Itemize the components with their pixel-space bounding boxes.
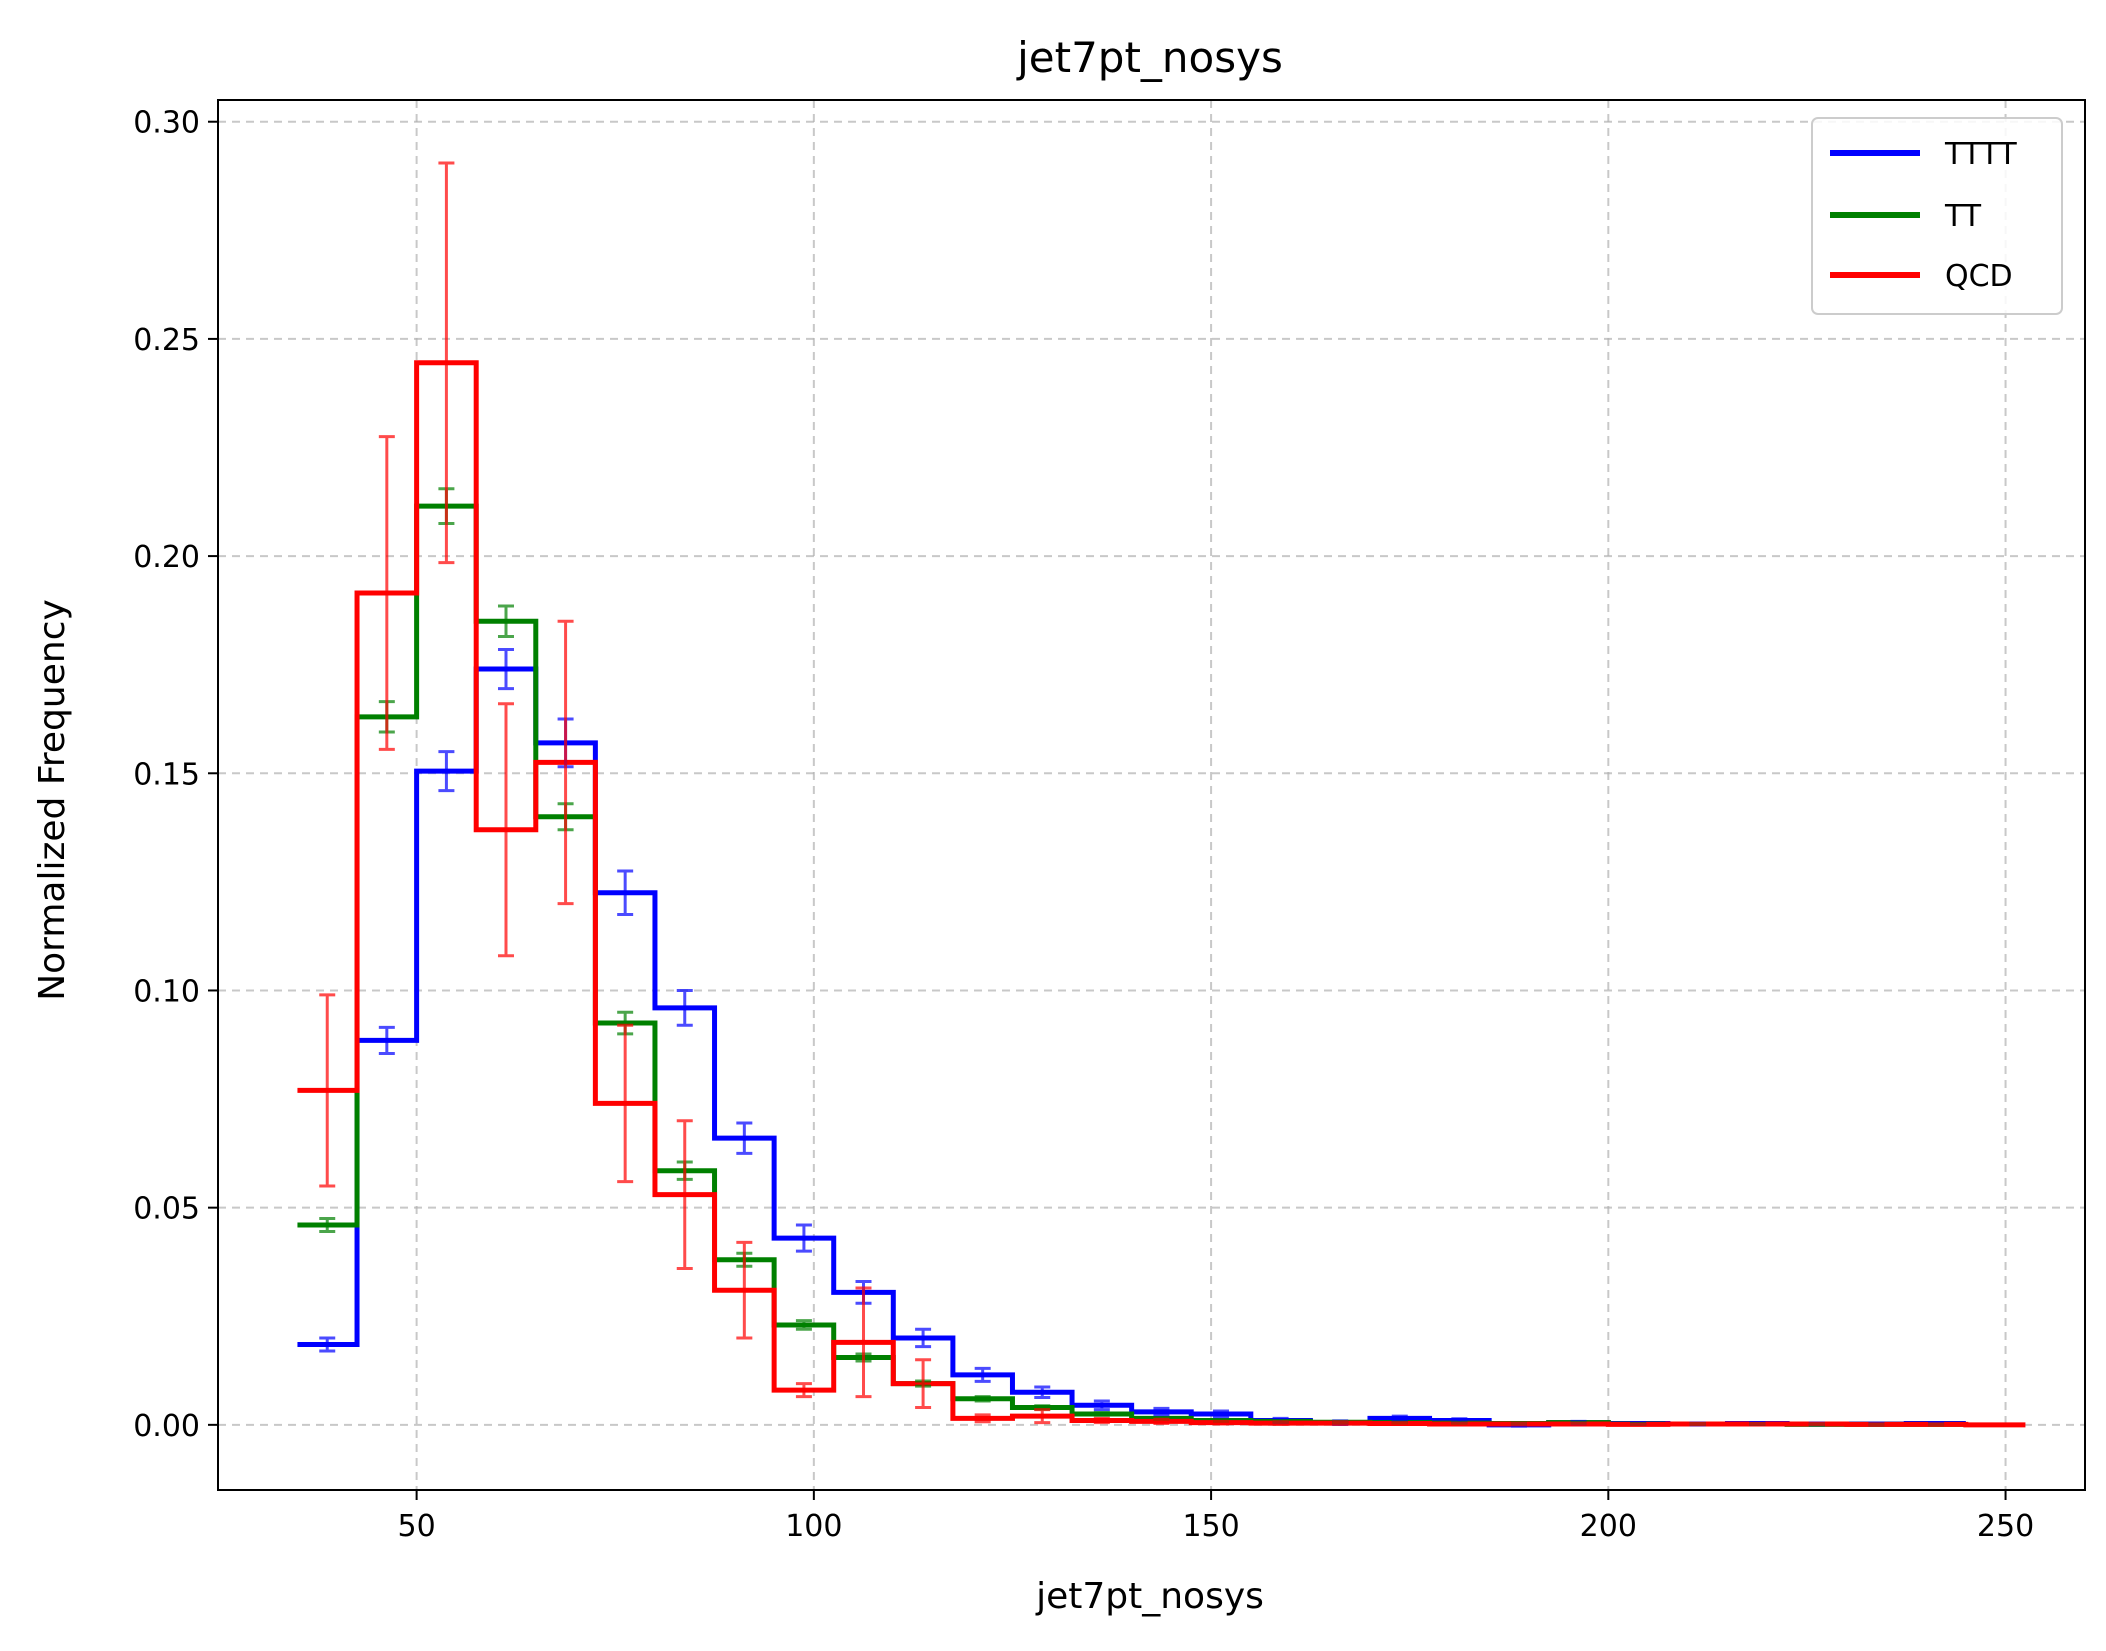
plot-frame bbox=[217, 99, 2086, 1491]
y-axis-title: Normalized Frequency bbox=[32, 599, 73, 1001]
error-bar-tt bbox=[795, 1319, 812, 1331]
error-bar-tttt bbox=[319, 1336, 336, 1353]
error-bar-qcd bbox=[319, 993, 336, 1188]
x-axis: 50 100 150 200 250 bbox=[398, 1490, 2034, 1544]
error-bars bbox=[319, 161, 2004, 1428]
y-tick-label: 0.20 bbox=[133, 540, 200, 575]
y-tick-label: 0.10 bbox=[133, 974, 200, 1009]
y-tick-label: 0.00 bbox=[133, 1409, 200, 1444]
error-bar-tt bbox=[1093, 1411, 1110, 1417]
error-bar-qcd bbox=[1868, 1422, 1885, 1427]
legend-box bbox=[1811, 117, 2063, 315]
error-bar-tttt bbox=[676, 988, 693, 1027]
error-bar-tt bbox=[974, 1395, 991, 1403]
error-bar-qcd bbox=[1451, 1421, 1468, 1427]
error-bar-tttt bbox=[1093, 1399, 1110, 1412]
error-bar-qcd bbox=[1749, 1422, 1766, 1426]
error-bar-qcd bbox=[497, 702, 514, 958]
error-bar-qcd bbox=[915, 1358, 932, 1409]
error-bar-qcd bbox=[676, 1119, 693, 1270]
x-tick-label: 100 bbox=[785, 1509, 842, 1544]
error-bar-qcd bbox=[1570, 1421, 1587, 1427]
x-tick-label: 250 bbox=[1977, 1509, 2034, 1544]
legend-label-tttt: TTTT bbox=[1944, 137, 2017, 172]
error-bar-qcd bbox=[974, 1413, 991, 1424]
error-bar-qcd bbox=[1689, 1422, 1706, 1426]
x-tick-label: 150 bbox=[1182, 1509, 1239, 1544]
error-bar-tttt bbox=[1213, 1409, 1230, 1419]
error-bar-qcd bbox=[1213, 1419, 1230, 1426]
error-bar-qcd bbox=[1093, 1416, 1110, 1425]
y-tick-label: 0.25 bbox=[133, 323, 200, 358]
error-bar-tttt bbox=[378, 1025, 395, 1055]
legend-label-qcd: QCD bbox=[1945, 259, 2013, 294]
error-bar-qcd bbox=[795, 1382, 812, 1399]
x-tick-label: 200 bbox=[1580, 1509, 1637, 1544]
y-tick-label: 0.05 bbox=[133, 1192, 200, 1227]
chart-title: jet7pt_nosys bbox=[1016, 33, 1283, 82]
error-bar-tt bbox=[497, 604, 514, 638]
error-bar-tttt bbox=[438, 750, 455, 793]
legend-entry-tt: TT bbox=[1830, 199, 1982, 234]
error-bar-qcd bbox=[1928, 1422, 1945, 1427]
legend-label-tt: TT bbox=[1944, 199, 1982, 234]
error-bar-qcd bbox=[1332, 1420, 1349, 1426]
error-bar-tttt bbox=[795, 1223, 812, 1253]
error-bar-tttt bbox=[1391, 1414, 1408, 1422]
error-bar-qcd bbox=[1153, 1417, 1170, 1426]
error-bar-qcd bbox=[438, 161, 455, 565]
error-bar-qcd bbox=[378, 435, 395, 751]
y-tick-label: 0.15 bbox=[133, 757, 200, 792]
error-bar-qcd bbox=[855, 1286, 872, 1399]
error-bar-qcd bbox=[736, 1240, 753, 1340]
y-tick-label: 0.30 bbox=[133, 106, 200, 141]
error-bar-tttt bbox=[497, 647, 514, 691]
error-bar-tttt bbox=[736, 1121, 753, 1155]
error-bar-tttt bbox=[1153, 1406, 1170, 1417]
error-bar-tt bbox=[319, 1217, 336, 1234]
legend: TTTT TT QCD bbox=[1811, 117, 2063, 315]
error-bar-qcd bbox=[617, 1023, 634, 1184]
error-bar-tttt bbox=[1034, 1385, 1051, 1399]
error-bar-qcd bbox=[1272, 1420, 1289, 1426]
error-bar-qcd bbox=[1630, 1422, 1647, 1427]
error-bar-qcd bbox=[1510, 1421, 1527, 1427]
error-bar-qcd bbox=[1808, 1422, 1825, 1426]
error-bar-tttt bbox=[915, 1327, 932, 1349]
legend-entry-qcd: QCD bbox=[1830, 259, 2013, 294]
error-bar-tttt bbox=[617, 869, 634, 916]
error-bar-qcd bbox=[1034, 1408, 1051, 1425]
x-tick-label: 50 bbox=[398, 1509, 436, 1544]
legend-entry-tttt: TTTT bbox=[1830, 137, 2017, 172]
x-axis-title: jet7pt_nosys bbox=[1035, 1576, 1264, 1617]
y-axis: 0.00 0.05 0.10 0.15 0.20 0.25 0.30 bbox=[133, 106, 218, 1444]
error-bar-tttt bbox=[974, 1366, 991, 1383]
error-bar-qcd bbox=[557, 619, 574, 906]
error-bar-qcd bbox=[1391, 1421, 1408, 1426]
